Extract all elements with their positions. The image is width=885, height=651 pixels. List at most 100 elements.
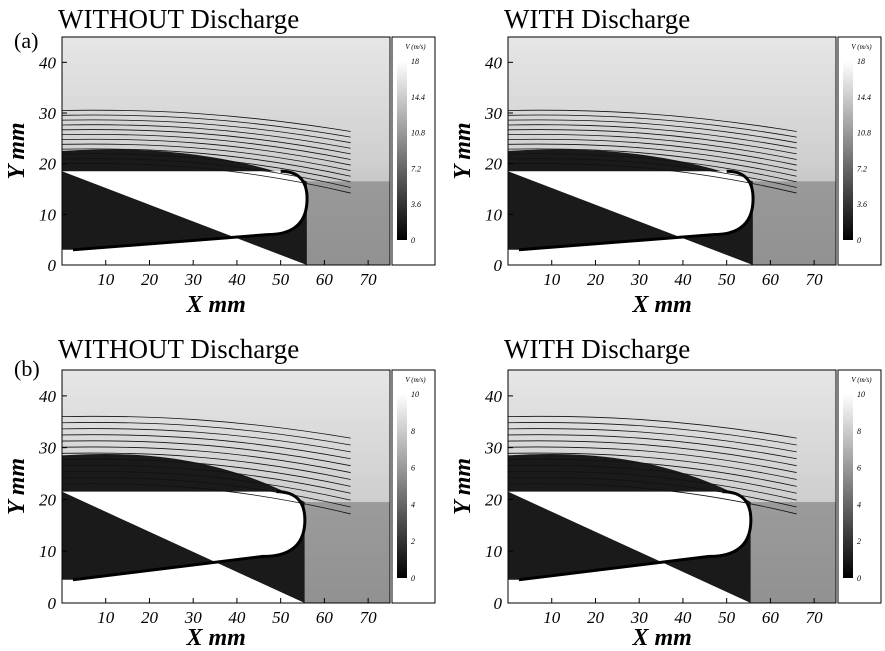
y-tick-label: 0 xyxy=(494,594,503,613)
colorbar-label: V (m/s) xyxy=(851,43,872,51)
y-tick-label: 0 xyxy=(48,256,57,275)
streamline xyxy=(61,446,351,473)
x-tick-label: 50 xyxy=(718,270,736,289)
y-tick-label: 40 xyxy=(485,387,503,406)
y-tick-label: 10 xyxy=(39,542,57,561)
colorbar-tick-label: 0 xyxy=(857,574,861,583)
y-tick-label: 30 xyxy=(484,439,503,458)
y-tick-label: 0 xyxy=(494,256,503,275)
streamline xyxy=(507,446,797,473)
y-tick-label: 30 xyxy=(38,439,57,458)
x-tick-label: 70 xyxy=(360,270,378,289)
streamline xyxy=(61,119,351,144)
colorbar-tick-label: 2 xyxy=(857,537,861,546)
plot-frame xyxy=(507,369,837,604)
x-tick-label: 40 xyxy=(228,270,246,289)
streamline xyxy=(61,143,351,172)
streamline xyxy=(61,422,351,446)
streamline xyxy=(507,470,797,501)
chart-panel-2: 0 10 20 30 40 10 20 30 40 50 60 70 X mm Y mm V (m/s) 0 3… xyxy=(450,36,882,318)
colorbar-tick-label: 8 xyxy=(411,427,415,436)
x-tick-label: 20 xyxy=(587,608,605,627)
y-tick-label: 40 xyxy=(485,53,503,72)
streamline xyxy=(61,148,351,177)
colorbar-label: V (m/s) xyxy=(405,43,426,51)
x-tick-label: 40 xyxy=(674,608,692,627)
streamline xyxy=(507,158,797,188)
colorbar-tick-label: 3.6 xyxy=(856,200,867,209)
plot-frame xyxy=(61,36,391,266)
x-tick-label: 30 xyxy=(184,270,203,289)
body-outline xyxy=(518,169,755,252)
streamline xyxy=(61,428,351,453)
colorbar-tick-label: 14.4 xyxy=(411,93,425,102)
y-axis-label: Y mm xyxy=(450,122,476,179)
colorbar-tick-label: 14.4 xyxy=(857,93,871,102)
streamline xyxy=(507,153,797,183)
x-tick-label: 50 xyxy=(272,608,290,627)
x-tick-label: 10 xyxy=(97,270,115,289)
streamline xyxy=(61,458,351,487)
y-tick-label: 40 xyxy=(39,387,57,406)
y-tick-label: 20 xyxy=(485,155,503,174)
x-tick-label: 40 xyxy=(228,608,246,627)
colorbar-tick-label: 3.6 xyxy=(410,200,421,209)
y-tick-label: 40 xyxy=(39,53,57,72)
streamline xyxy=(61,470,351,501)
y-axis-label: Y mm xyxy=(4,458,30,515)
streamline xyxy=(507,428,797,453)
y-tick-label: 20 xyxy=(485,490,503,509)
colorbar-tick-label: 0 xyxy=(411,574,415,583)
colorbar-tick-label: 0 xyxy=(857,236,861,245)
streamline xyxy=(61,138,351,166)
x-tick-label: 40 xyxy=(674,270,692,289)
streamline xyxy=(61,452,351,480)
streamline xyxy=(61,483,351,515)
body-outline xyxy=(72,169,309,252)
chart-panel-3: 0 10 20 30 40 10 20 30 40 50 60 70 X mm Y mm V (m/s) 0 2… xyxy=(4,369,436,651)
streamline xyxy=(507,458,797,487)
streamline xyxy=(507,422,797,446)
wake-region xyxy=(304,502,390,603)
streamline xyxy=(507,434,797,460)
streamline xyxy=(61,114,351,138)
streamline xyxy=(507,143,797,172)
plot-frame xyxy=(61,369,391,604)
colorbar-tick-label: 4 xyxy=(411,500,415,509)
y-axis-label: Y mm xyxy=(4,122,30,179)
streamline xyxy=(507,162,797,194)
x-tick-label: 60 xyxy=(762,270,780,289)
body-shape xyxy=(508,171,754,265)
x-axis-label: X mm xyxy=(631,625,691,651)
y-tick-label: 10 xyxy=(485,205,503,224)
colorbar-tick-label: 18 xyxy=(411,57,419,66)
panel-title-b-with: WITH Discharge xyxy=(504,334,691,364)
y-tick-label: 20 xyxy=(39,155,57,174)
streamline xyxy=(61,129,351,155)
wake-region xyxy=(306,181,390,265)
streamline xyxy=(507,148,797,177)
streamline xyxy=(61,415,351,439)
x-tick-label: 20 xyxy=(587,270,605,289)
x-axis-label: X mm xyxy=(631,292,691,318)
streamline xyxy=(61,162,351,194)
row-label-a: (a) xyxy=(14,28,39,53)
streamline xyxy=(507,415,797,439)
wake-region xyxy=(752,181,836,265)
streamline xyxy=(61,464,351,494)
y-tick-label: 0 xyxy=(48,594,57,613)
y-axis-label: Y mm xyxy=(450,458,476,515)
wake-region xyxy=(750,502,836,603)
x-tick-label: 30 xyxy=(630,270,649,289)
streamline xyxy=(507,477,797,508)
streamline xyxy=(507,138,797,166)
colorbar-tick-label: 18 xyxy=(857,57,865,66)
streamline xyxy=(507,440,797,467)
colorbar-tick-label: 10 xyxy=(411,390,419,399)
streamline xyxy=(507,124,797,149)
streamline xyxy=(61,477,351,508)
colorbar-gradient xyxy=(397,61,407,240)
streamline xyxy=(61,153,351,183)
streamline xyxy=(507,464,797,494)
